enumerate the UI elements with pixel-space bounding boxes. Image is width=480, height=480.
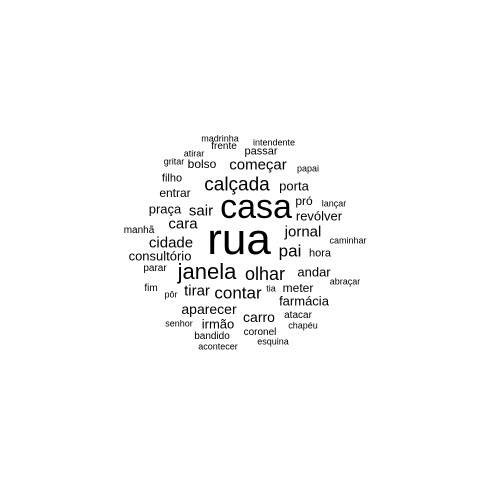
word-consultorio: consultório [128, 248, 192, 264]
word-hora: hora [308, 247, 332, 260]
word-abracar: abraçar [329, 276, 361, 287]
word-rua: rua [207, 215, 271, 264]
word-acontecer: acontecer [198, 341, 238, 352]
word-aparecer: aparecer [181, 301, 237, 317]
word-passar: passar [244, 145, 278, 158]
word-contar: contar [214, 283, 262, 303]
word-bolso: bolso [187, 157, 217, 171]
word-atirar: atirar [183, 148, 205, 159]
word-meter: meter [282, 281, 314, 295]
word-tirar: tirar [184, 282, 210, 300]
word-atacar: atacar [284, 310, 312, 321]
word-casa: casa [220, 188, 292, 226]
word-fim: fim [144, 283, 158, 294]
word-cidade: cidade [148, 234, 194, 252]
word-irmao: irmão [201, 316, 235, 332]
word-cara: cara [168, 215, 198, 233]
word-esquina: esquina [257, 336, 289, 347]
word-praca: praça [148, 201, 182, 217]
word-madrinha: madrinha [201, 133, 239, 144]
word-tia: tia [266, 283, 276, 294]
word-andar: andar [297, 264, 331, 280]
word-comecar: começar [229, 156, 287, 174]
word-janela: janela [177, 259, 237, 284]
word-pai: pai [278, 241, 302, 261]
word-parar: parar [143, 263, 167, 274]
word-calcada: calçada [204, 174, 270, 196]
word-senhor: senhor [165, 318, 193, 329]
word-porta: porta [279, 178, 309, 194]
word-farmacia: farmácia [279, 293, 329, 309]
word-entrar: entrar [159, 186, 191, 200]
word-pro: pró [295, 194, 313, 208]
word-sair: sair [188, 202, 214, 220]
word-por: pôr [164, 289, 178, 300]
word-jornal: jornal [284, 223, 322, 241]
word-revolver: revólver [295, 208, 343, 224]
word-intendente: intendente [252, 137, 296, 148]
word-bandido: bandido [194, 331, 230, 342]
word-caminhar: caminhar [329, 235, 367, 246]
word-carro: carro [243, 309, 275, 325]
word-frente: frente [211, 141, 237, 152]
word-gritar: gritar [163, 156, 185, 167]
word-filho: filho [161, 172, 183, 185]
word-chapeu: chapéu [288, 320, 318, 331]
word-coronel: coronel [243, 327, 277, 338]
word-olhar: olhar [244, 264, 286, 284]
word-manha: manhã [123, 225, 155, 236]
word-lancar: lançar [321, 198, 347, 209]
word-papai: papai [296, 163, 320, 174]
